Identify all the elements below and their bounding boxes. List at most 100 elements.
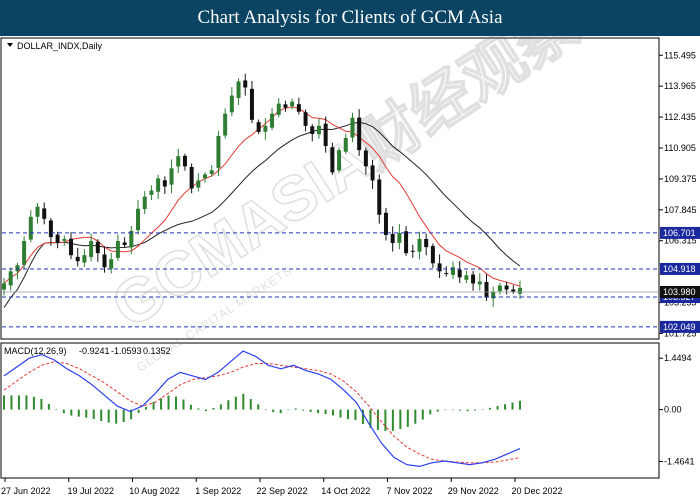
candle-body xyxy=(363,150,368,167)
candle-body xyxy=(276,103,281,115)
macd-tick-label: -1.4641 xyxy=(664,457,695,467)
histogram-bar xyxy=(137,409,140,413)
histogram-bar xyxy=(62,409,65,414)
histogram-bar xyxy=(294,408,297,410)
candle-body xyxy=(8,271,13,286)
histogram-bar xyxy=(182,399,185,410)
histogram-bar xyxy=(85,409,88,418)
level-badge xyxy=(660,226,700,239)
histogram-bar xyxy=(257,404,260,410)
histogram-bar xyxy=(10,395,13,410)
histogram-bar xyxy=(212,407,215,410)
candle-body xyxy=(337,150,342,171)
histogram-bar xyxy=(406,409,409,427)
histogram-bar xyxy=(444,409,447,411)
histogram-bar xyxy=(272,409,275,413)
macd-histogram xyxy=(3,393,521,431)
histogram-bar xyxy=(55,408,58,410)
date-tick-label: 22 Sep 2022 xyxy=(256,486,307,496)
histogram-bar xyxy=(189,404,192,410)
candle-body xyxy=(236,81,241,98)
histogram-bar xyxy=(219,404,222,410)
histogram-bar xyxy=(3,395,5,410)
date-tick-label: 10 Aug 2022 xyxy=(129,486,180,496)
candle-body xyxy=(122,242,127,246)
candle-body xyxy=(350,117,355,138)
date-tick-label: 20 Dec 2022 xyxy=(511,486,562,496)
candle-body xyxy=(176,156,181,167)
histogram-bar xyxy=(519,400,521,410)
candle-body xyxy=(129,230,134,248)
histogram-bar xyxy=(399,409,402,430)
candle-body xyxy=(410,250,415,252)
candle-body xyxy=(209,170,214,174)
candle-body xyxy=(303,112,308,126)
histogram-bar xyxy=(100,409,103,422)
candle-body xyxy=(518,287,522,294)
candle-body xyxy=(48,220,53,237)
chart-area: GCMASIA财经观察 GLOBAL CAPITAL MARKETS DOLLA… xyxy=(0,36,700,496)
histogram-bar xyxy=(481,409,484,411)
candle-body xyxy=(457,269,462,278)
candle-body xyxy=(430,245,435,264)
current-price-label: 103.980 xyxy=(663,287,696,297)
histogram-bar xyxy=(249,399,252,410)
page-title: Chart Analysis for Clients of GCM Asia xyxy=(197,7,503,28)
histogram-bar xyxy=(466,409,469,412)
candle-body xyxy=(203,174,208,179)
histogram-bar xyxy=(354,409,357,421)
histogram-bar xyxy=(436,409,439,412)
candle-body xyxy=(390,233,395,244)
histogram-bar xyxy=(145,407,148,410)
macd-panel-frame xyxy=(0,342,660,479)
histogram-bar xyxy=(70,409,73,416)
histogram-bar xyxy=(47,403,50,410)
candle-body xyxy=(357,117,362,151)
macd-value-1: -0.9241 xyxy=(79,346,110,356)
ma-fast-line xyxy=(3,106,521,287)
histogram-bar xyxy=(152,401,155,410)
candle-body xyxy=(417,239,422,252)
candle-body xyxy=(263,125,268,132)
level-badge xyxy=(660,262,700,275)
candle-body xyxy=(249,88,254,120)
histogram-bar xyxy=(309,409,312,413)
candle-body xyxy=(109,259,114,269)
candle-body xyxy=(270,113,275,128)
price-tick-label: 110.905 xyxy=(664,143,696,153)
price-tick-label: 101.725 xyxy=(664,328,697,338)
histogram-bar xyxy=(504,404,507,410)
histogram-bar xyxy=(175,396,177,410)
histogram-bar xyxy=(361,409,364,424)
histogram-bar xyxy=(421,409,424,420)
candle-body xyxy=(149,190,154,195)
candle-body xyxy=(377,179,382,215)
price-tick-label: 113.965 xyxy=(664,81,696,91)
candle-body xyxy=(370,165,375,181)
histogram-bar xyxy=(122,409,125,423)
date-tick-label: 27 Jun 2022 xyxy=(1,486,51,496)
histogram-bar xyxy=(459,409,462,411)
candle-body xyxy=(55,234,60,244)
candle-body xyxy=(216,135,221,168)
candle-body xyxy=(256,122,261,132)
price-tick-label: 107.845 xyxy=(664,205,697,215)
histogram-bar xyxy=(287,409,290,411)
level-label: 104.918 xyxy=(663,264,696,274)
macd-label: MACD(12,26,9) xyxy=(4,346,67,356)
candle-body xyxy=(169,168,174,185)
histogram-bar xyxy=(130,409,133,420)
symbol-dropdown-icon[interactable] xyxy=(7,43,13,47)
candle-body xyxy=(162,180,167,187)
symbol-label: DOLLAR_INDX,Daily xyxy=(17,41,103,51)
date-tick-label: 29 Nov 2022 xyxy=(448,486,499,496)
histogram-bar xyxy=(92,409,95,419)
level-label: 102.049 xyxy=(663,322,696,332)
candle-body xyxy=(323,123,328,147)
candle-body xyxy=(296,104,301,112)
candle-body xyxy=(283,104,288,108)
candle-body xyxy=(182,155,187,167)
histogram-bar xyxy=(384,409,387,431)
candle-body xyxy=(223,113,228,136)
